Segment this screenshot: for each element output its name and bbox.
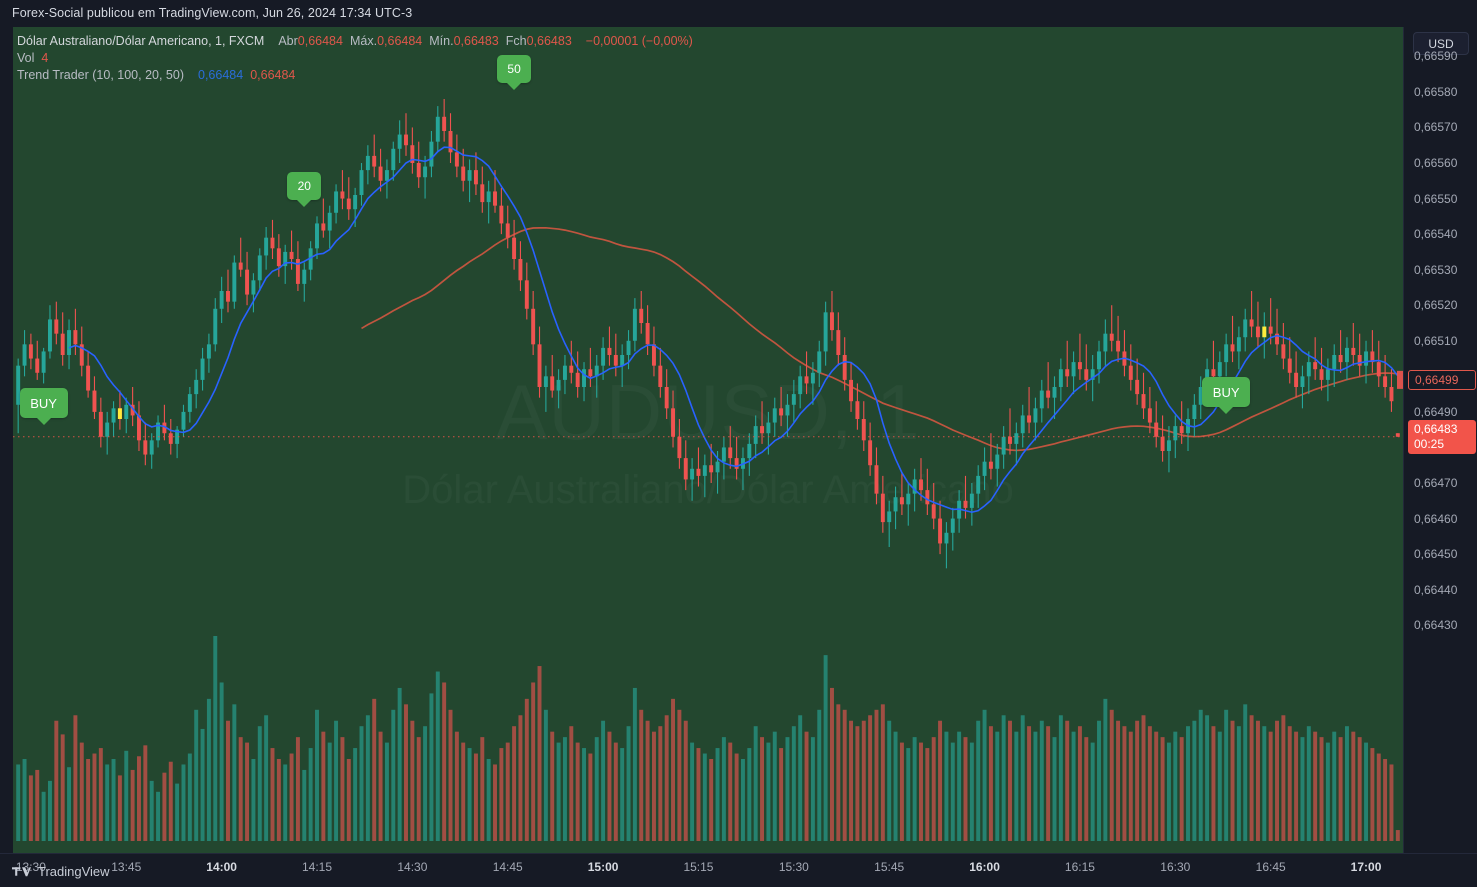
price-tick: 0,66530	[1414, 262, 1458, 277]
footer-bar	[0, 879, 1477, 887]
marker-tip	[296, 199, 313, 208]
currency-badge[interactable]: USD	[1413, 32, 1469, 55]
price-tick: 0,66460	[1414, 511, 1458, 526]
level-marker-50[interactable]: 50	[497, 55, 532, 90]
highlighted-candle	[117, 408, 122, 419]
highlighted-candle	[1262, 326, 1267, 338]
legend-change: −0,00001 (−0,00%)	[585, 34, 693, 48]
last-price-badge[interactable]: 0,66483 00:25	[1408, 419, 1476, 454]
price-tick: 0,66550	[1414, 191, 1458, 206]
level-marker-20-label: 20	[297, 179, 311, 194]
price-tick: 0,66570	[1414, 120, 1458, 135]
ma-slow-line	[361, 226, 1398, 452]
current-price-label: 0,66499	[1408, 369, 1476, 390]
bar-countdown: 00:25	[1414, 436, 1445, 451]
price-tick: 0,66450	[1414, 547, 1458, 562]
candlestick-canvas	[13, 99, 1403, 841]
marker-tip	[1218, 406, 1235, 415]
legend-ohlc-row[interactable]: Dólar Australiano/Dólar Americano, 1, FX…	[17, 33, 693, 50]
legend-indicator-name[interactable]: Trend Trader (10, 100, 20, 50)	[17, 68, 184, 82]
legend-symbol[interactable]: Dólar Australiano/Dólar Americano, 1, FX…	[17, 34, 265, 48]
legend-open-value: 0,66484	[297, 34, 343, 48]
price-tick: 0,66440	[1414, 582, 1458, 597]
last-price-value: 0,66483	[1414, 421, 1458, 436]
legend-volume-row[interactable]: Vol 4	[17, 50, 693, 67]
time-tick: 14:00	[206, 860, 237, 874]
price-axis[interactable]: USD 0,66590 0,66580 0,66570 0,66560 0,66550 0…	[1403, 27, 1477, 853]
marker-tip	[506, 82, 523, 90]
time-tick: 15:00	[587, 860, 619, 874]
buy-marker-1[interactable]: BUY	[19, 388, 68, 426]
legend-low-label: Mín.	[429, 34, 454, 48]
price-tick: 0,66490	[1414, 404, 1458, 419]
time-tick: 14:45	[492, 860, 523, 874]
legend-high-label: Máx.	[349, 34, 378, 48]
time-tick: 16:30	[1160, 860, 1191, 874]
level-marker-20[interactable]: 20	[287, 172, 322, 208]
price-tick: 0,66470	[1414, 476, 1458, 490]
brand-label: TradingView	[38, 863, 110, 879]
volume-series	[16, 636, 1400, 841]
price-tick: 0,66540	[1414, 227, 1458, 242]
level-marker-50-label: 50	[507, 62, 521, 76]
price-tick: 0,66580	[1414, 84, 1458, 99]
time-tick: 13:45	[111, 860, 142, 874]
tradingview-logo-icon	[12, 866, 31, 876]
legend-close-label: Fch	[505, 34, 527, 48]
time-tick: 16:00	[969, 860, 1000, 874]
price-tick: 0,66520	[1414, 298, 1458, 313]
time-tick: 17:00	[1350, 860, 1382, 874]
ma-fast-line	[68, 146, 1399, 514]
buy-marker-1-label: BUY	[30, 395, 57, 411]
price-tick: 0,66590	[1414, 49, 1458, 64]
price-tick: 0,66560	[1414, 156, 1458, 170]
current-price-edge-marker	[1397, 370, 1403, 389]
price-tick: 0,66430	[1414, 618, 1458, 633]
buy-marker-2-label: BUY	[1212, 384, 1240, 400]
chart-legend: Dólar Australiano/Dólar Americano, 1, FX…	[17, 33, 693, 84]
tradingview-brand[interactable]: TradingView	[12, 861, 110, 881]
left-rail	[0, 27, 13, 853]
chart-pane[interactable]: AUDUSD, 1 Dólar Australiano/Dólar Americ…	[13, 27, 1403, 853]
time-tick: 14:15	[301, 860, 332, 874]
buy-marker-2[interactable]: BUY	[1202, 377, 1251, 415]
price-tick: 0,66510	[1414, 333, 1458, 348]
time-tick: 15:45	[874, 860, 905, 874]
legend-indicator-row[interactable]: Trend Trader (10, 100, 20, 50) 0,66484 0,6…	[17, 67, 693, 84]
legend-volume-label: Vol	[17, 51, 35, 65]
legend-volume-value: 4	[41, 51, 49, 65]
legend-indicator-value-1: 0,66484	[198, 68, 244, 82]
legend-open-label: Abr	[278, 34, 298, 48]
time-tick: 16:15	[1064, 860, 1095, 874]
time-tick: 16:45	[1255, 860, 1286, 874]
legend-close-value: 0,66483	[526, 34, 572, 48]
time-axis[interactable]: 13:30 13:45 14:00 14:15 14:30 14:45 15:00 15:15…	[0, 853, 1477, 879]
publisher-bar: Forex-Social publicou em TradingView.com…	[0, 0, 1477, 27]
legend-high-value: 0,66484	[377, 34, 423, 48]
legend-low-value: 0,66483	[453, 34, 499, 48]
candle-series	[16, 99, 1400, 569]
legend-indicator-value-2: 0,66484	[250, 68, 296, 82]
time-tick: 15:30	[778, 860, 809, 874]
time-tick: 15:15	[683, 860, 714, 874]
time-tick: 14:30	[397, 860, 428, 874]
marker-tip	[35, 417, 52, 426]
